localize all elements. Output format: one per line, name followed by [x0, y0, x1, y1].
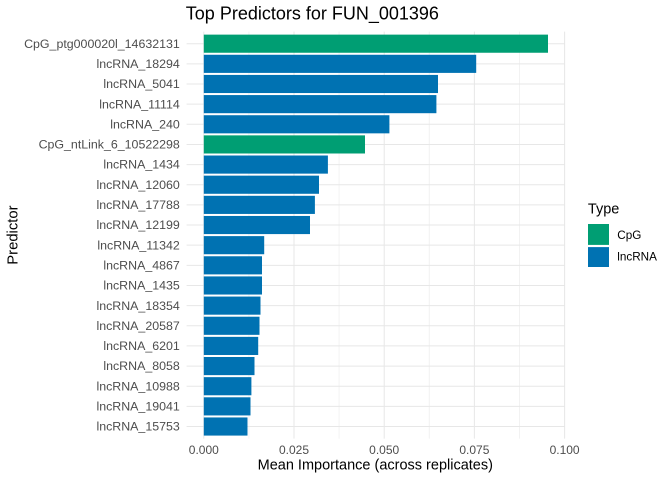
svg-text:Top Predictors for FUN_001396: Top Predictors for FUN_001396: [186, 4, 439, 25]
svg-text:lncRNA_12199: lncRNA_12199: [96, 218, 179, 232]
svg-text:lncRNA_8058: lncRNA_8058: [103, 359, 180, 373]
svg-text:CpG: CpG: [617, 229, 641, 242]
svg-text:lncRNA_10988: lncRNA_10988: [96, 379, 179, 393]
svg-text:0.025: 0.025: [279, 443, 309, 457]
svg-text:0.050: 0.050: [369, 443, 399, 457]
svg-text:lncRNA_1434: lncRNA_1434: [103, 158, 180, 172]
svg-text:lncRNA_15753: lncRNA_15753: [96, 420, 179, 434]
svg-text:lncRNA_1435: lncRNA_1435: [103, 279, 180, 293]
svg-text:lncRNA_18294: lncRNA_18294: [96, 57, 179, 71]
svg-text:lncRNA_6201: lncRNA_6201: [103, 339, 180, 353]
svg-text:CpG_ptg000020l_14632131: CpG_ptg000020l_14632131: [24, 37, 180, 51]
svg-text:lncRNA_11342: lncRNA_11342: [97, 238, 180, 252]
svg-text:lncRNA_19041: lncRNA_19041: [96, 400, 179, 414]
svg-text:lncRNA_11114: lncRNA_11114: [99, 97, 180, 111]
svg-text:lncRNA_20587: lncRNA_20587: [96, 319, 179, 333]
svg-text:lncRNA_17788: lncRNA_17788: [96, 198, 179, 212]
svg-text:CpG_ntLink_6_10522298: CpG_ntLink_6_10522298: [39, 138, 180, 152]
svg-text:Mean Importance (across replic: Mean Importance (across replicates): [258, 458, 493, 474]
svg-text:0.100: 0.100: [550, 443, 580, 457]
svg-text:lncRNA_12060: lncRNA_12060: [96, 178, 179, 192]
svg-text:lncRNA: lncRNA: [617, 250, 657, 263]
svg-text:lncRNA_18354: lncRNA_18354: [96, 299, 179, 313]
svg-text:Type: Type: [588, 202, 619, 218]
svg-text:lncRNA_5041: lncRNA_5041: [103, 77, 180, 91]
svg-text:0.000: 0.000: [189, 443, 219, 457]
svg-text:Predictor: Predictor: [6, 205, 22, 264]
svg-text:lncRNA_4867: lncRNA_4867: [103, 258, 180, 272]
svg-text:lncRNA_240: lncRNA_240: [110, 117, 180, 131]
svg-text:0.075: 0.075: [459, 443, 489, 457]
